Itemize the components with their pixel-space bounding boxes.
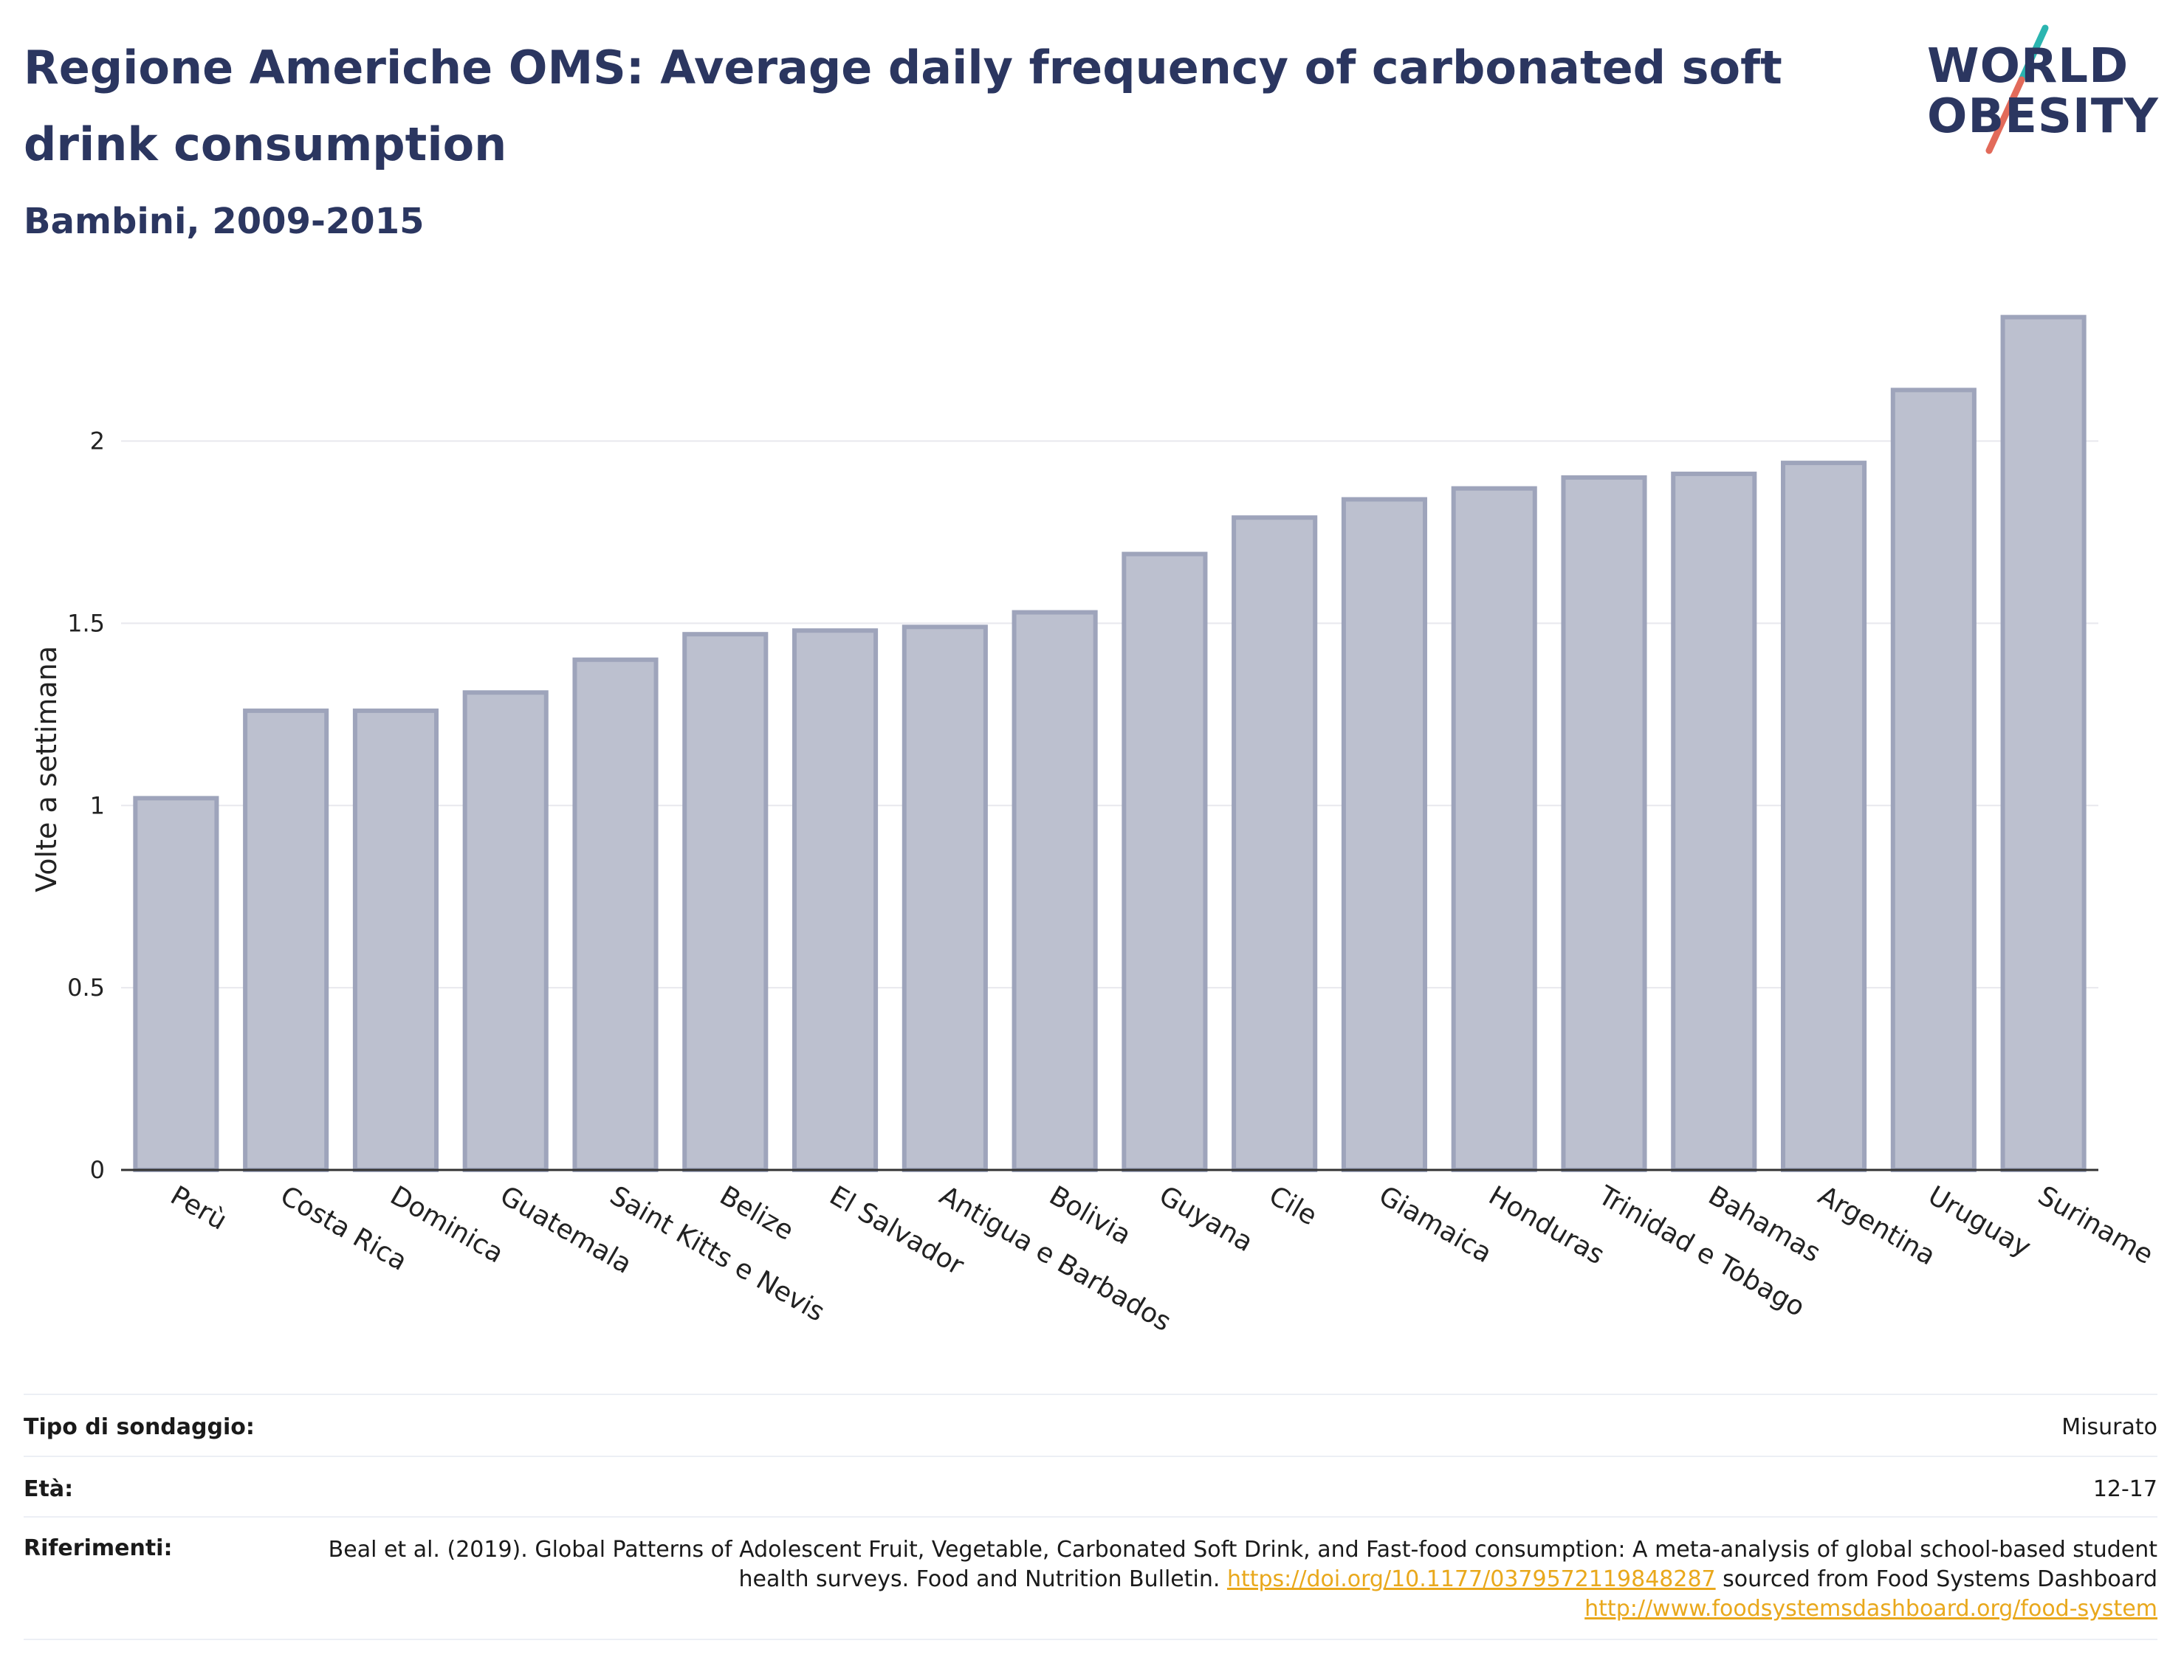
bar bbox=[1012, 610, 1098, 1172]
bar bbox=[2000, 314, 2087, 1172]
age-row: Età: 12-17 bbox=[24, 1476, 2157, 1502]
logo-text-obesity: OBESITY bbox=[1927, 89, 2159, 144]
logo-slash-icon bbox=[1985, 24, 2049, 154]
references-row: Riferimenti: Beal et al. (2019). Global … bbox=[24, 1535, 2157, 1624]
bar bbox=[1781, 461, 1867, 1172]
y-tick-label: 1 bbox=[90, 791, 105, 819]
bar bbox=[352, 708, 439, 1172]
world-obesity-logo: WORLD OBESITY bbox=[1927, 21, 2171, 161]
x-tick-label: Honduras bbox=[1483, 1180, 1609, 1270]
x-tick-label: Suriname bbox=[2033, 1180, 2158, 1270]
logo-text-world: WORLD bbox=[1927, 39, 2129, 94]
bar bbox=[1341, 497, 1427, 1172]
y-tick-label: 1.5 bbox=[67, 609, 105, 637]
x-tick-label: Giamaica bbox=[1373, 1180, 1497, 1269]
age-value: 12-17 bbox=[2092, 1476, 2157, 1502]
bar bbox=[133, 796, 219, 1172]
y-tick-label: 0.5 bbox=[67, 974, 105, 1002]
divider bbox=[24, 1456, 2157, 1457]
reference-source-note: sourced from Food Systems Dashboard bbox=[1723, 1566, 2157, 1592]
survey-type-value: Misurato bbox=[2061, 1414, 2157, 1440]
bar bbox=[1890, 388, 1977, 1172]
y-tick-label: 2 bbox=[90, 427, 105, 455]
chart-subtitle: Bambini, 2009-2015 bbox=[24, 201, 425, 242]
bar bbox=[1671, 471, 1757, 1172]
survey-type-label: Tipo di sondaggio: bbox=[24, 1414, 255, 1440]
bar bbox=[243, 708, 329, 1172]
survey-type-row: Tipo di sondaggio: Misurato bbox=[24, 1414, 2157, 1440]
reference-citation: Beal et al. (2019). Global Patterns of A… bbox=[328, 1537, 2157, 1592]
divider bbox=[24, 1394, 2157, 1395]
y-axis-label: Volte a settimana bbox=[30, 646, 63, 892]
references-text: Beal et al. (2019). Global Patterns of A… bbox=[312, 1535, 2157, 1624]
x-tick-label: Bolivia bbox=[1044, 1180, 1136, 1251]
x-tick-label: Belize bbox=[715, 1180, 799, 1246]
bar bbox=[572, 657, 659, 1172]
chart-title: Regione Americhe OMS: Average daily freq… bbox=[24, 41, 1782, 171]
bar bbox=[682, 632, 769, 1172]
bar bbox=[1232, 515, 1318, 1172]
x-tick-label: Guyana bbox=[1154, 1180, 1258, 1258]
bar bbox=[1122, 551, 1208, 1172]
bar bbox=[792, 628, 879, 1172]
y-tick-label: 0 bbox=[90, 1156, 105, 1184]
x-tick-label: Uruguay bbox=[1923, 1180, 2036, 1263]
divider bbox=[24, 1516, 2157, 1518]
age-label: Età: bbox=[24, 1476, 74, 1502]
food-systems-dashboard-link[interactable]: http://www.foodsystemsdashboard.org/food… bbox=[1584, 1596, 2157, 1622]
x-tick-label: Perù bbox=[165, 1180, 232, 1236]
references-label: Riferimenti: bbox=[24, 1535, 173, 1561]
x-tick-label: Argentina bbox=[1813, 1180, 1941, 1271]
x-tick-label: Trinidad e Tobago bbox=[1593, 1180, 1810, 1323]
bar bbox=[1561, 475, 1647, 1172]
x-tick-label: Cile bbox=[1264, 1180, 1322, 1231]
doi-link[interactable]: https://doi.org/10.1177/0379572119848287 bbox=[1226, 1566, 1716, 1592]
divider bbox=[24, 1639, 2157, 1640]
bar bbox=[462, 690, 549, 1172]
bar bbox=[1451, 486, 1537, 1172]
bar bbox=[902, 624, 988, 1172]
